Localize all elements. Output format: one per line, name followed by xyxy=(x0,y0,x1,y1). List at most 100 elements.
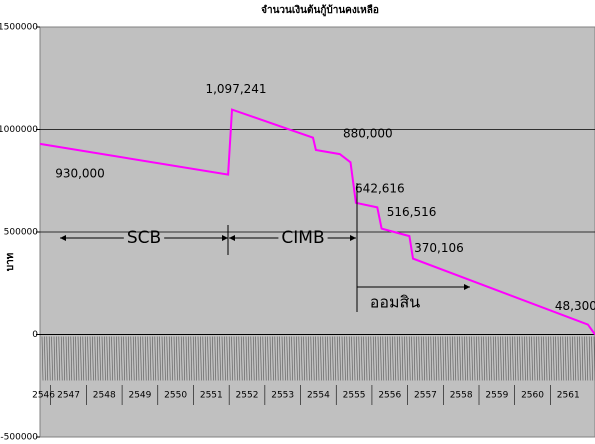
month-hatch xyxy=(512,336,514,381)
data-label: 642,616 xyxy=(355,181,405,195)
month-hatch xyxy=(341,336,344,381)
month-hatch xyxy=(200,336,202,381)
month-hatch xyxy=(219,336,221,381)
x-tick-label: 2553 xyxy=(271,391,294,401)
month-hatch xyxy=(516,336,519,381)
chart-title: จำนวนเงินต้นกู้บ้านคงเหลือ xyxy=(261,4,379,17)
month-hatch xyxy=(272,336,274,381)
data-label: 1,097,241 xyxy=(205,82,266,96)
month-hatch xyxy=(581,336,584,381)
month-hatch xyxy=(420,336,423,381)
month-hatch xyxy=(132,336,135,381)
month-hatch xyxy=(418,336,421,381)
month-hatch xyxy=(454,336,457,381)
month-hatch xyxy=(240,336,243,381)
month-hatch xyxy=(224,336,226,381)
month-hatch xyxy=(483,336,485,381)
month-hatch xyxy=(430,336,433,381)
month-hatch xyxy=(51,336,53,381)
month-hatch xyxy=(315,336,317,381)
month-hatch xyxy=(495,336,497,381)
month-hatch xyxy=(243,336,245,381)
month-hatch xyxy=(401,336,404,381)
month-hatch xyxy=(562,336,565,381)
month-hatch xyxy=(399,336,401,381)
month-hatch xyxy=(425,336,428,381)
arrow-head xyxy=(60,235,66,241)
month-hatch xyxy=(305,336,308,381)
month-hatch xyxy=(147,336,149,381)
month-hatch xyxy=(507,336,509,381)
month-hatch xyxy=(140,336,142,381)
x-tick-label: 2550 xyxy=(164,391,187,401)
month-hatch xyxy=(584,336,586,381)
month-hatch xyxy=(351,336,353,381)
month-hatch xyxy=(591,336,593,381)
month-hatch xyxy=(308,336,310,381)
month-hatch xyxy=(380,336,382,381)
month-hatch xyxy=(336,336,339,381)
month-hatch xyxy=(382,336,385,381)
month-hatch xyxy=(538,336,541,381)
month-hatch xyxy=(94,336,97,381)
month-hatch xyxy=(478,336,481,381)
x-tick-label: 2560 xyxy=(521,391,544,401)
month-hatch xyxy=(293,336,296,381)
month-hatch xyxy=(394,336,397,381)
month-hatch xyxy=(58,336,61,381)
y-tick-label: 1000000 xyxy=(0,125,38,135)
month-hatch xyxy=(363,336,365,381)
month-hatch xyxy=(130,336,133,381)
month-hatch xyxy=(96,336,99,381)
y-tick-label: 0 xyxy=(32,330,38,340)
month-hatch xyxy=(392,336,394,381)
month-hatch xyxy=(125,336,128,381)
month-hatch xyxy=(543,336,545,381)
month-hatch xyxy=(53,336,56,381)
x-tick-label: 2546 xyxy=(32,391,55,401)
month-hatch xyxy=(471,336,473,381)
month-hatch xyxy=(178,336,181,381)
month-hatch xyxy=(111,336,113,381)
month-hatch xyxy=(514,336,517,381)
month-hatch xyxy=(356,336,358,381)
month-hatch xyxy=(276,336,279,381)
month-hatch xyxy=(180,336,183,381)
month-hatch xyxy=(144,336,147,381)
arrow-head xyxy=(350,235,356,241)
month-hatch xyxy=(552,336,555,381)
month-hatch xyxy=(461,336,464,381)
month-hatch xyxy=(526,336,529,381)
month-hatch xyxy=(488,336,490,381)
month-hatch xyxy=(161,336,164,381)
month-hatch xyxy=(464,336,466,381)
month-hatch xyxy=(60,336,63,381)
month-hatch xyxy=(564,336,567,381)
month-hatch xyxy=(236,336,238,381)
month-hatch xyxy=(279,336,281,381)
month-hatch xyxy=(368,336,370,381)
month-hatch xyxy=(80,336,82,381)
month-hatch xyxy=(252,336,255,381)
month-hatch xyxy=(576,336,579,381)
month-hatch xyxy=(346,336,349,381)
month-hatch xyxy=(166,336,169,381)
month-hatch xyxy=(332,336,334,381)
month-hatch xyxy=(550,336,553,381)
month-hatch xyxy=(72,336,75,381)
month-hatch xyxy=(375,336,377,381)
month-hatch xyxy=(116,336,118,381)
month-hatch xyxy=(428,336,430,381)
x-tick-label: 2555 xyxy=(343,391,366,401)
annotation: CIMB xyxy=(281,228,324,248)
month-hatch xyxy=(128,336,130,381)
x-tick-label: 2557 xyxy=(414,391,437,401)
month-hatch xyxy=(416,336,418,381)
month-hatch xyxy=(365,336,368,381)
y-axis-label: บาท xyxy=(5,252,16,271)
month-hatch xyxy=(528,336,531,381)
month-hatch xyxy=(250,336,253,381)
month-hatch xyxy=(176,336,178,381)
line-series xyxy=(39,108,595,336)
